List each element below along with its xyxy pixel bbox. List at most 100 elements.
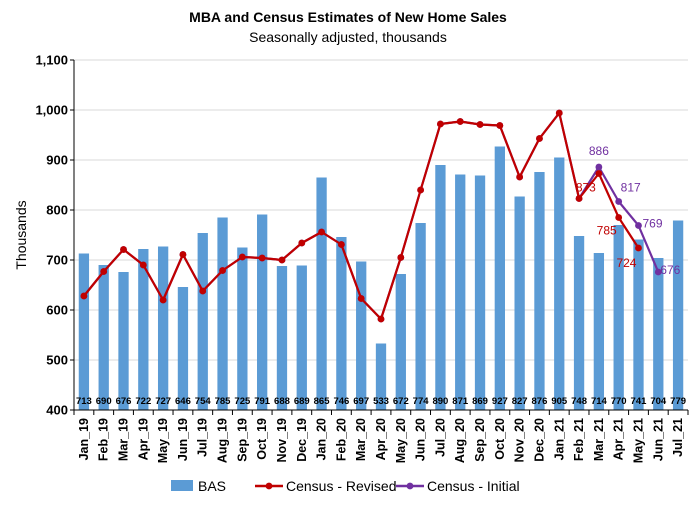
series-point [298,239,306,247]
bars [78,146,684,410]
legend-marker-census-revised [265,482,273,490]
bar [514,196,525,410]
bar [316,177,327,410]
bar [613,225,624,410]
bar-data-label: 905 [551,396,568,407]
bar-data-label: 791 [254,396,271,407]
bar-data-label: 727 [155,396,171,407]
series-point [258,254,266,262]
series-point [219,267,226,274]
bar [474,175,486,410]
series-point [615,198,623,205]
series-point [476,121,484,128]
bar [494,146,505,410]
x-tick-label: May_19 [156,418,170,463]
census-initial-label: 817 [621,181,641,195]
bar-data-label: 697 [353,396,369,407]
y-tick-label: 900 [46,153,68,168]
bar-data-label: 785 [215,396,232,407]
bar [395,274,406,410]
x-tick-label: Jul_21 [671,418,685,457]
bar-data-label: 779 [670,396,686,407]
x-tick-label: Jan_19 [77,418,91,460]
bar-data-label: 714 [591,396,608,407]
bar [653,258,664,410]
series-point [536,135,543,142]
x-tick-label: Nov_20 [513,418,527,463]
y-tick-label: 800 [46,203,68,218]
y-tick-label: 1,100 [35,53,68,68]
y-tick-label: 700 [46,253,68,268]
bar-data-label: 876 [532,396,548,407]
series-point [456,118,464,125]
bar [78,253,90,410]
y-axis-label: Thousands [13,200,29,269]
bar [138,249,149,410]
series-point [417,186,425,194]
bar-data-label: 748 [571,396,587,407]
series-point [120,246,127,253]
x-tick-label: May_20 [394,418,408,463]
y-tick-label: 500 [46,353,68,368]
series-point [555,109,563,117]
x-tick-label: Feb_19 [97,418,111,461]
x-tick-label: Oct_19 [255,418,269,460]
bar-data-label: 770 [611,396,627,407]
census-revised-label: 724 [616,256,636,270]
bar-data-label: 746 [333,396,349,407]
series-point [278,256,286,264]
bar-data-label: 890 [432,396,448,407]
x-tick-label: Feb_21 [572,418,586,461]
series-point [159,296,167,304]
bar [593,253,605,410]
bar [98,265,109,410]
bar [118,272,129,410]
legend-label-census-initial: Census - Initial [427,478,520,494]
bar [415,223,426,410]
bar-data-label: 704 [650,396,667,407]
bar-data-label: 865 [314,396,331,407]
census-initial-label: 886 [589,144,609,158]
chart-subtitle: Seasonally adjusted, thousands [249,29,447,45]
x-tick-label: Aug_20 [453,418,467,463]
bar [177,287,189,410]
bar-data-label: 672 [393,396,409,407]
bar [633,239,644,410]
x-tick-label: Jan_21 [552,418,566,460]
series-point [357,295,365,302]
bar-data-label: 725 [234,396,251,407]
axes: 400 500 600 700 800 900 1,000 1,100 Jan_19 Feb_19… [35,53,689,463]
x-tick-label: Sep_19 [235,418,249,462]
series-point [615,214,623,221]
series-point [377,315,385,323]
series-point [575,195,583,202]
bar [672,220,684,410]
bar-data-label: 688 [274,396,290,407]
x-tick-label: Aug_19 [216,418,230,463]
bar-data-label: 722 [135,396,151,407]
x-tick-label: Mar_19 [117,418,131,461]
census-initial-label: 676 [660,263,680,277]
bar [276,266,288,410]
bar [455,174,466,410]
series-point [595,170,603,177]
y-tick-label: 400 [46,403,68,418]
census-revised-label: 873 [576,181,596,195]
bar-data-label: 690 [96,396,112,407]
legend-swatch-bas [171,480,193,491]
series-point [80,292,88,300]
bar [375,343,387,410]
bar-data-label: 754 [195,396,212,407]
x-tick-label: Jun_21 [651,418,665,461]
series-point [179,251,187,258]
series-point [635,244,642,252]
census-revised-label: 785 [597,224,617,238]
bar-data-label: 827 [512,396,528,407]
x-tick-label: Mar_20 [354,418,368,461]
x-tick-label: Jan_20 [315,418,329,460]
x-tick-label: Dec_19 [295,418,309,462]
legend-marker-census-initial [406,482,414,490]
chart-title: MBA and Census Estimates of New Home Sal… [189,9,507,25]
series-point [595,163,603,171]
